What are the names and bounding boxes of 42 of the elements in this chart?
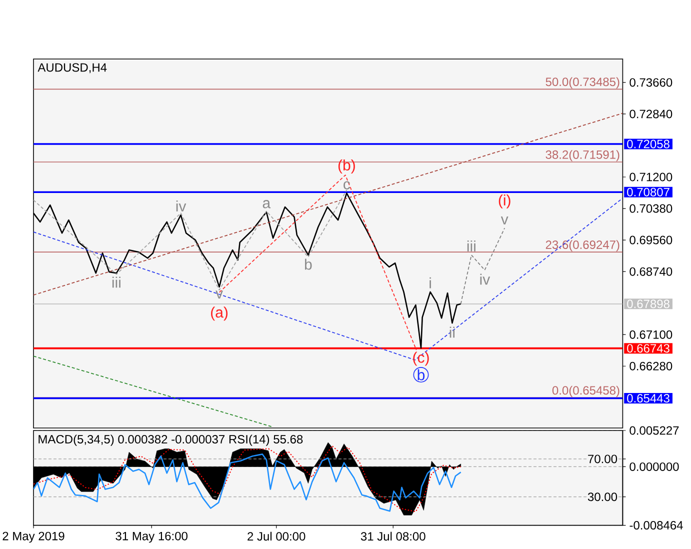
annotation: (b)	[338, 159, 355, 174]
x-tick-label: 31 May 16:00	[116, 532, 188, 543]
ref-line-label: 0.0(0.65458)	[552, 386, 620, 398]
ref-line-label: 0.67898	[627, 300, 670, 308]
annotation: iv	[480, 274, 490, 285]
y-tick-label: 0.68740	[630, 267, 672, 276]
ref-line-label: 50.0(0.73485)	[546, 77, 620, 88]
y-tick-label: 0.69560	[630, 236, 672, 244]
annotation: iii	[467, 240, 476, 252]
ref-line-label: 0.70807	[627, 188, 670, 196]
annotation: (c)	[413, 352, 429, 366]
annotation: b	[418, 369, 425, 380]
ref-line-label: 23.6(0.69247)	[546, 240, 620, 252]
x-tick-label: 31 Jul 08:00	[360, 532, 426, 541]
y-tick-label: 0.67100	[630, 330, 672, 339]
y-tick-label: 0.005227	[630, 426, 679, 435]
y-tick-label: 0.70380	[630, 204, 672, 213]
y-tick-label: 0.000000	[630, 462, 679, 471]
y-tick-label: -0.008464	[630, 521, 683, 530]
y2-tick-label: 30.00	[588, 492, 618, 502]
x-tick-label: 2 Jul 00:00	[248, 532, 306, 541]
ref-line-label: 38.2(0.71591)	[546, 150, 620, 162]
x-tick-label: 2 May 2019	[2, 532, 64, 543]
y2-tick-label: 70.00	[588, 454, 618, 464]
annotation: i	[430, 277, 431, 288]
annotation: a	[262, 200, 271, 208]
annotation: iv	[176, 200, 186, 212]
annotation: v	[500, 216, 508, 224]
ref-line-label: 0.66743	[627, 344, 670, 353]
annotation: c	[344, 181, 350, 190]
ref-line-label: 0.65443	[627, 394, 670, 403]
y-tick-label: 0.71200	[630, 172, 672, 182]
chart-title: AUDUSD,H4	[38, 63, 107, 74]
annotation: (i)	[498, 194, 510, 208]
y-tick-label: 0.73660	[630, 78, 672, 87]
chart-title: MACD(5,34,5) 0.000382 -0.000037 RSI(14) 55.68	[38, 434, 303, 446]
ref-line-label: 0.72058	[627, 140, 670, 148]
annotation: (a)	[211, 306, 228, 321]
y-tick-label: 0.66280	[630, 362, 672, 370]
annotation: b	[304, 258, 312, 270]
annotation: iii	[112, 276, 120, 288]
y-tick-label: 0.72840	[630, 110, 672, 118]
